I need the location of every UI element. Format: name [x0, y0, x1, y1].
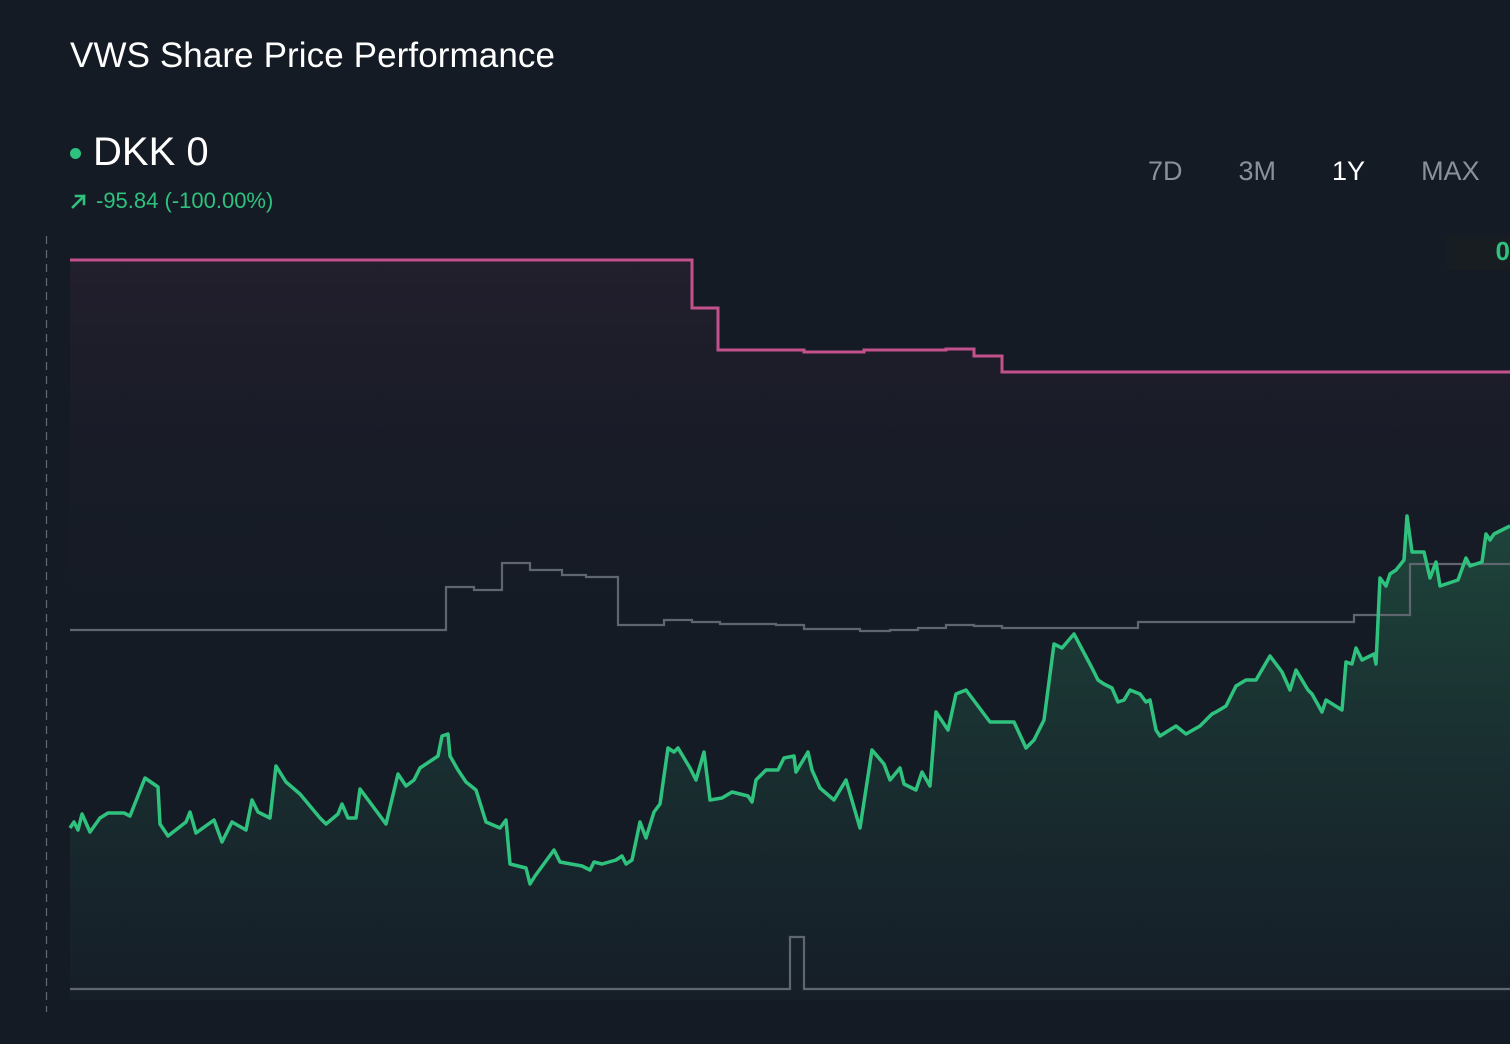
price-change-text: -95.84 (-100.00%): [96, 188, 274, 213]
current-price: DKK 0: [93, 130, 209, 174]
market-area-fill: [70, 260, 1510, 640]
price-row: DKK 0: [70, 130, 209, 175]
price-change: -95.84 (-100.00%): [70, 188, 273, 214]
bottom-line: [70, 935, 1510, 991]
arrow-up-right-icon: [71, 194, 86, 209]
current-value-tag: 0: [1447, 236, 1510, 270]
industry-line: [70, 561, 1510, 633]
price-line: [68, 514, 1510, 886]
series-indicator-dot: [70, 148, 81, 159]
page-title: VWS Share Price Performance: [70, 36, 556, 75]
range-max[interactable]: MAX: [1421, 156, 1480, 186]
market-line: [70, 258, 1510, 374]
range-1y[interactable]: 1Y: [1332, 156, 1366, 186]
time-range-selector: 7D 3M 1Y MAX: [1148, 156, 1480, 187]
range-3m[interactable]: 3M: [1238, 156, 1277, 186]
range-7d[interactable]: 7D: [1148, 156, 1183, 186]
